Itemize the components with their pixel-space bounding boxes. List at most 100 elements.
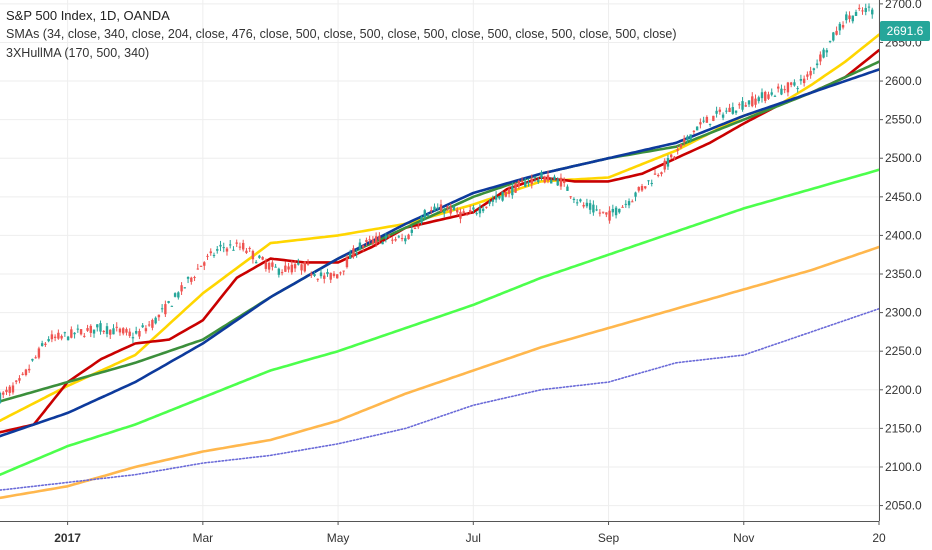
candle (293, 260, 297, 273)
price-tick-label: 2150.0 (885, 421, 922, 435)
candle-body (118, 328, 122, 333)
candle (245, 247, 248, 255)
candle-body (154, 317, 157, 324)
candle (410, 225, 414, 236)
candle-body (449, 207, 452, 214)
candle-body (452, 206, 456, 211)
candle-body (368, 239, 371, 241)
candle (481, 205, 485, 214)
candle-body (540, 172, 543, 179)
candle-body (845, 14, 848, 21)
candle (452, 205, 456, 211)
candle (553, 174, 556, 181)
candle (780, 84, 783, 96)
candle-body (871, 9, 874, 15)
candle-body (825, 50, 829, 53)
time-tick-label: Nov (733, 531, 754, 545)
candle-body (786, 82, 790, 93)
hullma-indicator-label[interactable]: 3XHullMA (170, 500, 340) (6, 46, 150, 60)
candle-body (404, 238, 407, 242)
candle (660, 171, 663, 177)
candle (871, 7, 874, 19)
candle (131, 332, 135, 343)
candle-body (670, 154, 673, 158)
candle-body (550, 179, 553, 184)
candle-body (313, 274, 316, 277)
candle-body (754, 98, 757, 105)
candle-body (27, 368, 31, 371)
candle-body (2, 392, 5, 395)
candle-body (848, 15, 851, 20)
candle (738, 102, 741, 109)
candle (394, 236, 397, 242)
candle-body (229, 244, 232, 246)
candle (757, 95, 760, 104)
candle (144, 325, 148, 334)
candle (588, 199, 592, 215)
candle-body (358, 242, 362, 250)
sma-indicator-label[interactable]: SMAs (34, close, 340, close, 204, close,… (6, 27, 677, 41)
candle (854, 9, 858, 17)
candle (845, 11, 848, 24)
candle (89, 324, 92, 338)
symbol-title[interactable]: S&P 500 Index, 1D, OANDA (6, 8, 170, 23)
candle-body (647, 180, 650, 182)
candle-body (199, 265, 203, 267)
candle-body (125, 329, 128, 333)
candle (582, 202, 585, 209)
candle (741, 97, 744, 112)
candle (225, 246, 229, 256)
candle (24, 368, 28, 377)
candle-body (105, 326, 109, 334)
price-tick-label: 2700.0 (885, 0, 922, 11)
candle-body (618, 208, 621, 213)
candle (812, 67, 816, 75)
candle-body (832, 32, 835, 41)
candle-body (851, 15, 854, 22)
candle-body (725, 110, 728, 112)
price-axis[interactable]: 2050.0 2100.0 2150.0 2200.0 2250.0 2300.0 2350… (879, 0, 932, 550)
candle-body (251, 251, 255, 260)
candle-body (501, 191, 504, 201)
price-tick-label: 2250.0 (885, 344, 922, 358)
candle-body (5, 389, 8, 393)
candle (666, 154, 670, 170)
candle (530, 174, 533, 189)
candle (300, 263, 303, 275)
time-axis[interactable]: 2017 Mar May Jul Sep Nov 20 (0, 521, 932, 550)
candle (160, 304, 164, 313)
candle (537, 176, 540, 184)
candle-body (443, 210, 446, 214)
candle-body (650, 182, 653, 184)
candle (540, 170, 543, 181)
candle (365, 237, 368, 247)
candle-body (601, 211, 605, 213)
candle-body (751, 96, 754, 107)
candle (18, 375, 21, 384)
candle-body (640, 185, 644, 191)
candle-body (802, 78, 806, 84)
candle (433, 203, 436, 212)
candle (209, 248, 212, 256)
candle (663, 158, 666, 173)
series-line-sma-340 (0, 68, 881, 438)
price-tick-label: 2350.0 (885, 267, 922, 281)
candle-body (439, 204, 443, 212)
candle-body (410, 229, 414, 233)
candle (614, 205, 618, 219)
candle (679, 144, 683, 150)
candle (611, 204, 615, 217)
candle (284, 261, 287, 273)
candle-body (57, 332, 60, 339)
candle-body (514, 183, 517, 193)
candle-body (644, 186, 647, 189)
candle-body (653, 173, 657, 175)
candle (27, 364, 31, 373)
candle (118, 327, 122, 336)
candle (235, 239, 238, 248)
candle (472, 204, 475, 213)
candle (718, 107, 722, 115)
candle-body (579, 199, 582, 202)
candle-body (248, 248, 251, 250)
candle (841, 21, 845, 30)
